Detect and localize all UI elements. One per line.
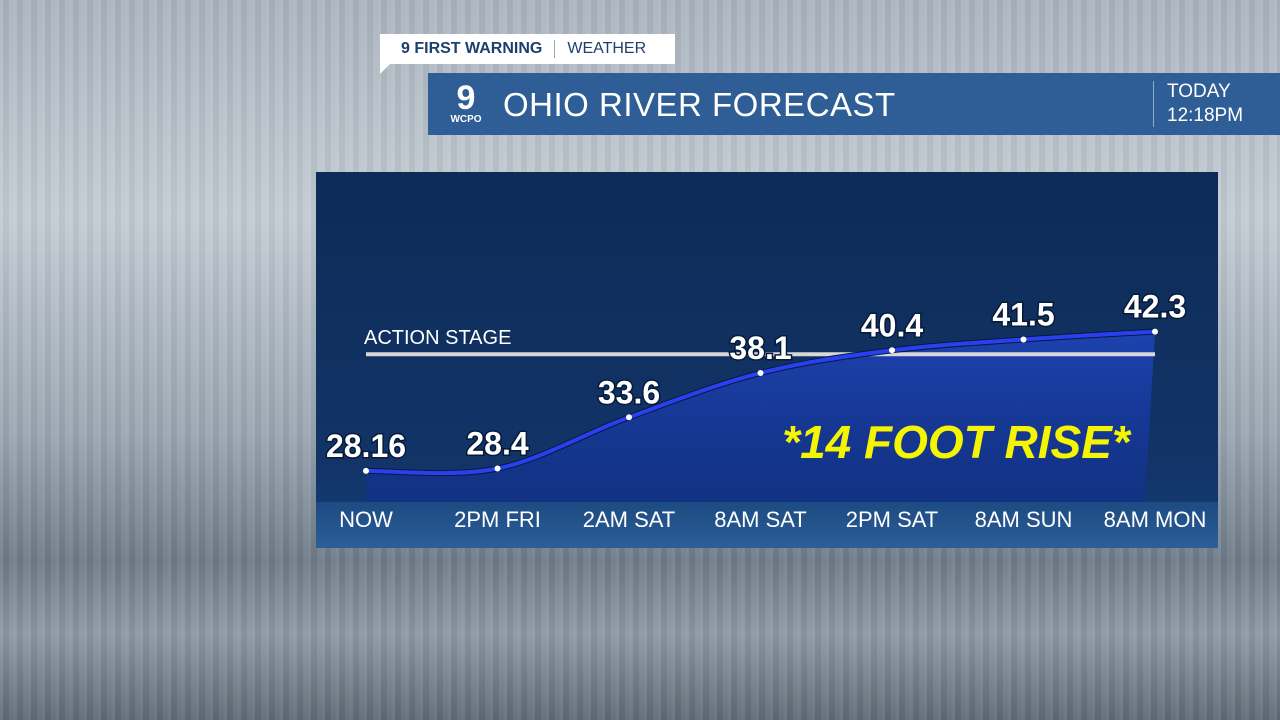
title-bar: 9 WCPO OHIO RIVER FORECAST TODAY 12:18PM	[428, 73, 1280, 135]
x-tick-label: 8AM MON	[1104, 507, 1207, 532]
data-label: 28.16	[326, 428, 406, 464]
x-axis-band	[316, 502, 1218, 548]
x-tick-label: 8AM SAT	[714, 507, 807, 532]
divider	[554, 40, 556, 58]
data-label: 38.1	[729, 330, 791, 366]
data-point	[363, 467, 369, 474]
timestamp: TODAY 12:18PM	[1167, 81, 1244, 126]
x-tick-label: 2PM FRI	[454, 507, 541, 532]
brand-tag-light: WEATHER	[567, 40, 647, 57]
page-title: OHIO RIVER FORECAST	[503, 86, 896, 123]
brand-tag-bold: 9 FIRST WARNING	[401, 40, 543, 57]
data-label: 33.6	[598, 374, 660, 410]
brand-tag: 9 FIRST WARNING WEATHER	[380, 34, 675, 74]
river-chart: ACTION STAGE 28.16 NOW 28.4 2PM FRI 33.6 2AM S…	[316, 172, 1218, 548]
divider	[1153, 81, 1154, 127]
data-label: 41.5	[992, 296, 1054, 332]
data-point	[1020, 336, 1027, 343]
action-stage-label: ACTION STAGE	[364, 327, 511, 349]
wcpo-logo: 9 WCPO	[450, 79, 482, 125]
data-label: 40.4	[861, 307, 923, 343]
data-point	[494, 465, 501, 472]
data-point	[1152, 328, 1158, 335]
data-point	[757, 369, 764, 376]
x-tick-label: NOW	[339, 507, 393, 532]
x-tick-label: 8AM SUN	[975, 507, 1073, 532]
x-tick-label: 2PM SAT	[846, 507, 939, 532]
data-label: 42.3	[1124, 289, 1186, 325]
chart-svg: ACTION STAGE 28.16 NOW 28.4 2PM FRI 33.6 2AM S…	[316, 287, 1218, 548]
rise-annotation: *14 FOOT RISE*	[782, 416, 1132, 468]
data-point	[889, 347, 895, 354]
x-tick-label: 2AM SAT	[583, 507, 676, 532]
area-fill	[366, 331, 1155, 502]
data-point	[626, 414, 632, 421]
data-label: 28.4	[466, 426, 528, 462]
